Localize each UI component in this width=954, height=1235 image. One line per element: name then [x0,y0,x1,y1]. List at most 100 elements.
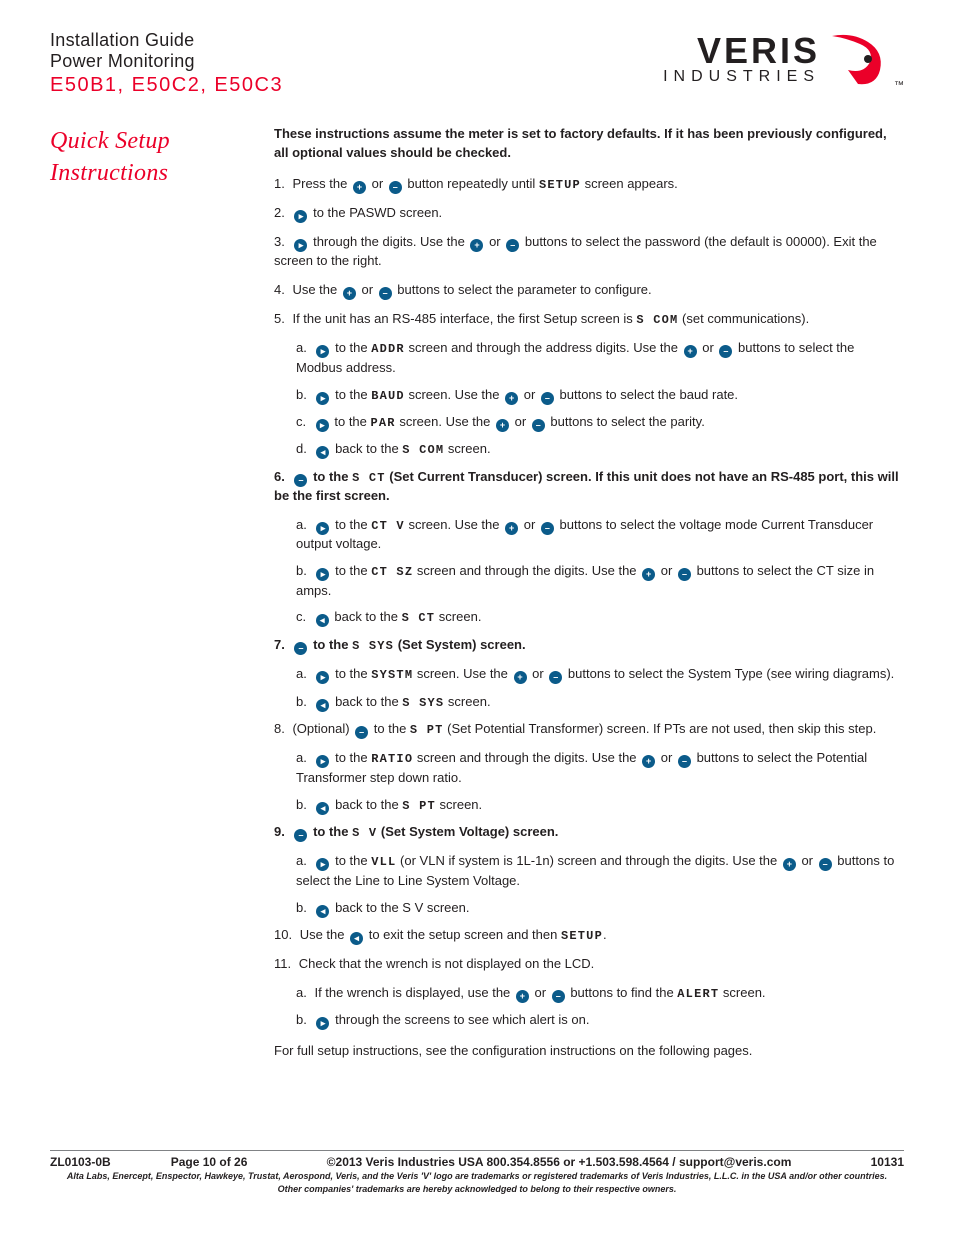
substep-item: a. ▸ to the RATIO screen and through the… [296,749,904,787]
substep-item: a. ▸ to the VLL (or VLN if system is 1L-… [296,852,904,890]
lcd-text: SETUP [561,929,603,943]
minus-icon: – [355,726,368,739]
minus-icon: – [541,392,554,405]
right-icon: ▸ [294,239,307,252]
step-number: 7. [274,637,285,652]
closing-text: For full setup instructions, see the con… [274,1042,904,1061]
substep-letter: a. [296,853,307,868]
step-item: 5. If the unit has an RS-485 interface, … [274,310,904,329]
minus-icon: – [549,671,562,684]
step-number: 8. [274,721,285,736]
substep-item: a. ▸ to the SYSTM screen. Use the + or –… [296,665,904,684]
logo-industries: INDUSTRIES [663,68,820,86]
substeps: a. ▸ to the ADDR screen and through the … [296,339,904,459]
substeps: a. ▸ to the VLL (or VLN if system is 1L-… [296,852,904,917]
step-number: 4. [274,282,285,297]
step-item: 8. (Optional) – to the S PT (Set Potenti… [274,720,904,739]
doc-category: Power Monitoring [50,51,283,72]
substep-letter: b. [296,900,307,915]
lcd-text: ADDR [371,342,405,356]
lcd-text: SYSTM [371,668,413,682]
intro-text: These instructions assume the meter is s… [274,125,904,163]
lcd-text: S CT [352,471,386,485]
substep-letter: b. [296,797,307,812]
lcd-text: S COM [636,313,678,327]
step-item: 9. – to the S V (Set System Voltage) scr… [274,823,904,842]
lcd-text: RATIO [371,752,413,766]
plus-icon: + [505,392,518,405]
lcd-text: SETUP [539,178,581,192]
right-icon: ▸ [316,568,329,581]
step-number: 9. [274,824,285,839]
substep-item: c. ◂ back to the S CT screen. [296,608,904,627]
substep-letter: d. [296,441,307,456]
substep-letter: b. [296,694,307,709]
minus-icon: – [389,181,402,194]
minus-icon: – [379,287,392,300]
substep-item: b. ◂ back to the S PT screen. [296,796,904,815]
page-footer: ZL0103-0B Page 10 of 26 ©2013 Veris Indu… [50,1150,904,1196]
step-number: 11. [274,956,291,971]
substep-item: b. ▸ to the BAUD screen. Use the + or – … [296,386,904,405]
step-item: 7. – to the S SYS (Set System) screen. [274,636,904,655]
right-icon: ▸ [316,671,329,684]
lcd-text: ALERT [677,987,719,1001]
substep-item: b. ▸ through the screens to see which al… [296,1011,904,1030]
substeps: a. If the wrench is displayed, use the +… [296,984,904,1030]
left-icon: ◂ [316,905,329,918]
substeps: a. ▸ to the RATIO screen and through the… [296,749,904,815]
right-icon: ▸ [294,210,307,223]
left-icon: ◂ [350,932,363,945]
minus-icon: – [678,568,691,581]
substep-item: b. ◂ back to the S SYS screen. [296,693,904,712]
minus-icon: – [678,755,691,768]
minus-icon: – [294,829,307,842]
step-item: 2. ▸ to the PASWD screen. [274,204,904,223]
right-icon: ▸ [316,755,329,768]
main-content: Quick Setup Instructions These instructi… [50,125,904,1071]
footer-docnum: ZL0103-0B [50,1155,111,1169]
page-header: Installation Guide Power Monitoring E50B… [50,30,904,97]
step-number: 6. [274,469,285,484]
plus-icon: + [470,239,483,252]
substep-letter: b. [296,563,307,578]
step-item: 3. ▸ through the digits. Use the + or – … [274,233,904,271]
plus-icon: + [353,181,366,194]
plus-icon: + [516,990,529,1003]
substep-letter: a. [296,985,307,1000]
plus-icon: + [684,345,697,358]
lcd-text: CT SZ [371,565,413,579]
lcd-text: S PT [410,723,444,737]
step-number: 1. [274,176,285,191]
minus-icon: – [506,239,519,252]
instructions-body: These instructions assume the meter is s… [274,125,904,1071]
right-icon: ▸ [316,858,329,871]
plus-icon: + [505,522,518,535]
substep-letter: b. [296,1012,307,1027]
logo-text: VERIS INDUSTRIES [663,35,820,85]
substep-item: c. ▸ to the PAR screen. Use the + or – b… [296,413,904,432]
header-left: Installation Guide Power Monitoring E50B… [50,30,283,97]
step-number: 10. [274,927,292,942]
substep-letter: a. [296,340,307,355]
footer-trademark-2: Other companies' trademarks are hereby a… [50,1184,904,1195]
right-icon: ▸ [316,392,329,405]
substeps: a. ▸ to the CT V screen. Use the + or – … [296,516,904,628]
substep-item: a. ▸ to the ADDR screen and through the … [296,339,904,377]
step-item: 6. – to the S CT (Set Current Transducer… [274,468,904,506]
steps-list: 1. Press the + or – button repeatedly un… [274,175,904,1031]
step-number: 3. [274,234,285,249]
model-numbers: E50B1, E50C2, E50C3 [50,74,283,97]
left-icon: ◂ [316,699,329,712]
lcd-text: S COM [402,443,444,457]
substep-letter: b. [296,387,307,402]
minus-icon: – [532,419,545,432]
minus-icon: – [541,522,554,535]
lcd-text: CT V [371,519,405,533]
logo-mark-icon [828,30,886,91]
substep-item: a. ▸ to the CT V screen. Use the + or – … [296,516,904,554]
footer-trademark-1: Alta Labs, Enercept, Enspector, Hawkeye,… [50,1171,904,1182]
step-number: 5. [274,311,285,326]
substep-letter: a. [296,666,307,681]
lcd-text: S SYS [352,639,394,653]
